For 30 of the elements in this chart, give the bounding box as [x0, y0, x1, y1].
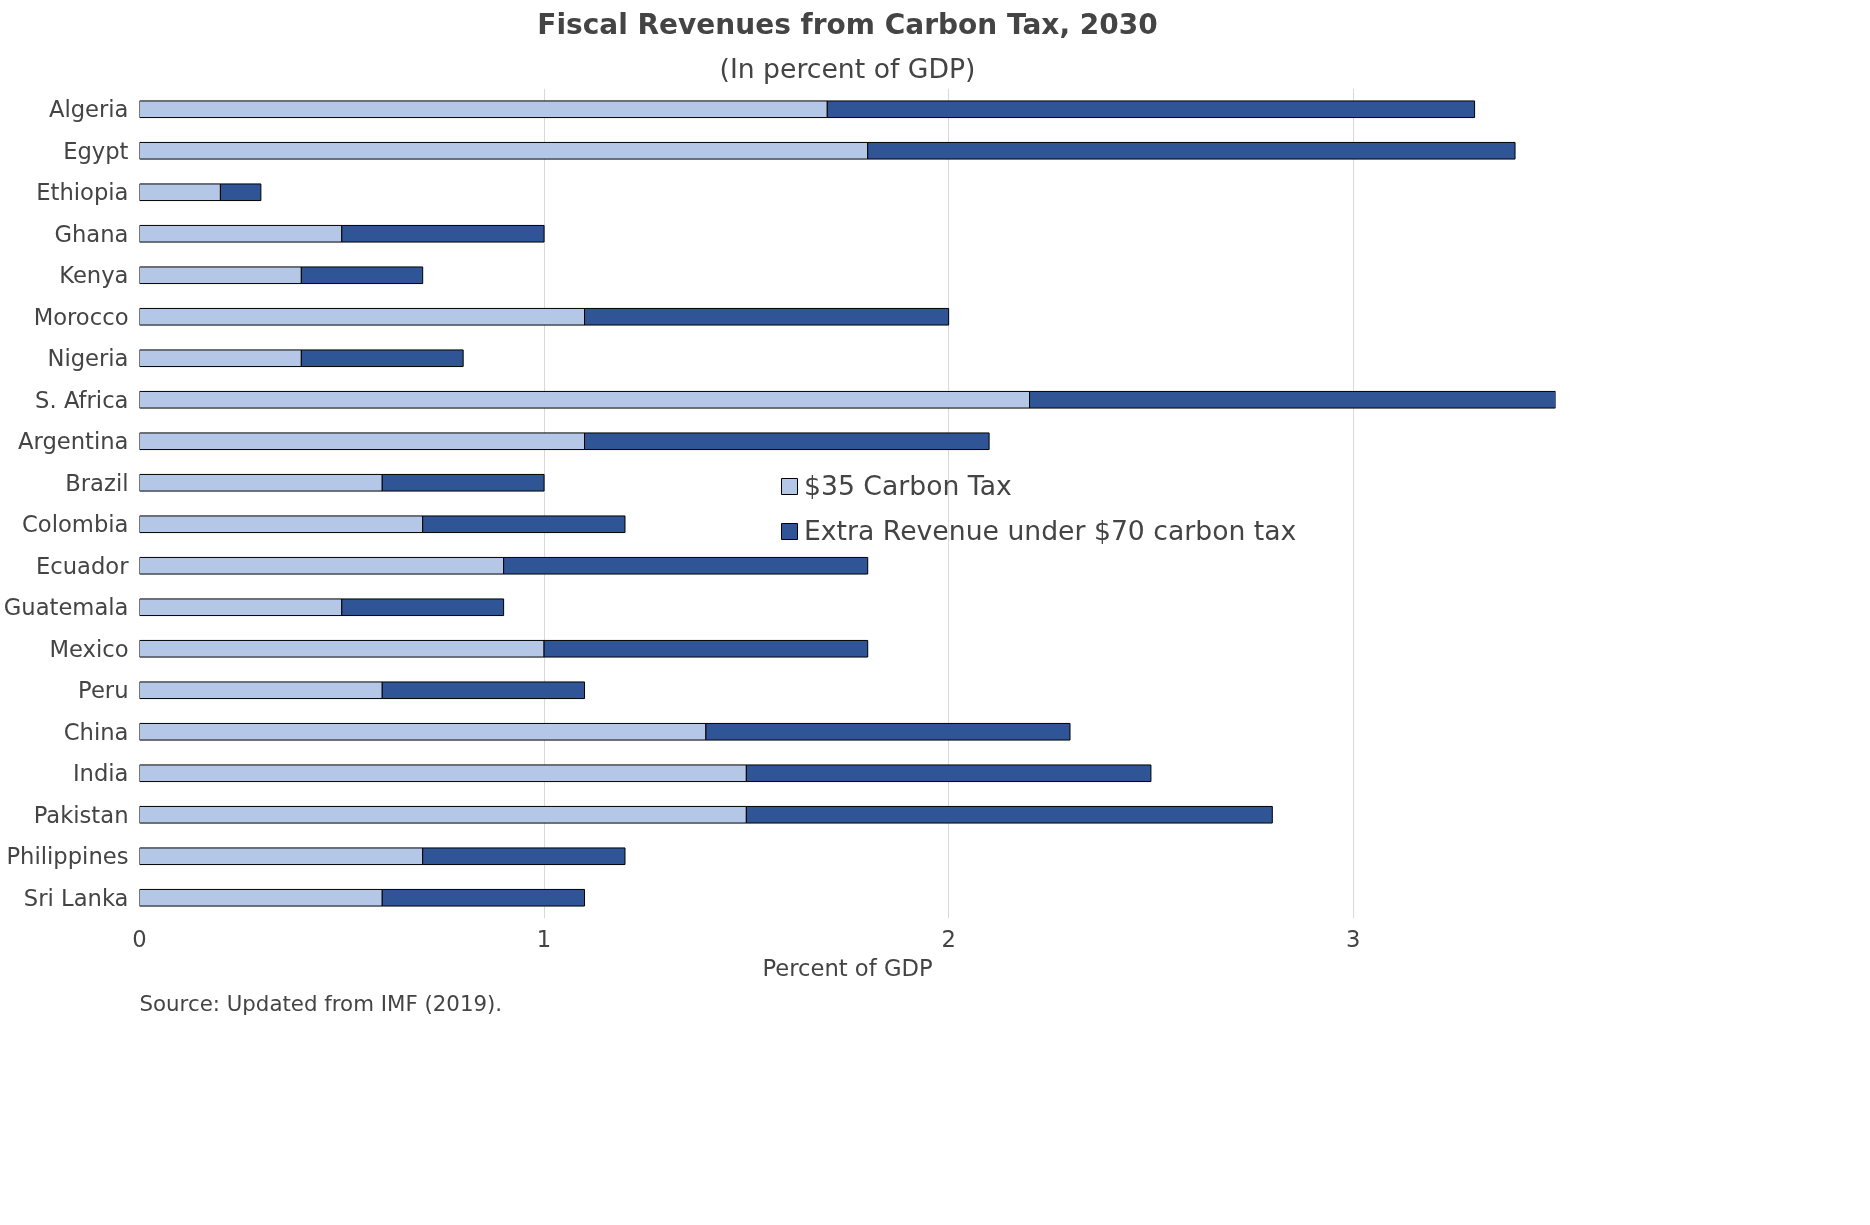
y-tick-label: S. Africa	[35, 386, 129, 413]
y-tick-label: Egypt	[63, 137, 129, 164]
x-axis-title: Percent of GDP	[762, 954, 933, 981]
y-tick-label: Argentina	[17, 428, 129, 455]
chart-subtitle: (In percent of GDP)	[719, 52, 976, 84]
y-tick-label: Peru	[78, 677, 129, 704]
y-tick-label: Nigeria	[47, 345, 129, 372]
y-tick-label: Kenya	[59, 262, 129, 289]
y-tick-label: India	[72, 760, 129, 787]
y-tick-label: Ghana	[54, 220, 129, 247]
y-tick-label: Ecuador	[35, 552, 130, 579]
y-tick-label: Philippines	[6, 843, 129, 870]
legend-label: $35 Carbon Tax	[804, 470, 1012, 501]
x-tick-label: 3	[1346, 925, 1361, 952]
y-tick-label: Mexico	[49, 635, 129, 662]
y-tick-label: Sri Lanka	[23, 884, 129, 911]
y-tick-label: Algeria	[48, 96, 129, 123]
y-tick-label: Ethiopia	[36, 179, 129, 206]
source-note: Source: Updated from IMF (2019).	[139, 990, 503, 1016]
y-tick-label: Pakistan	[33, 801, 129, 828]
y-tick-label: Brazil	[65, 469, 129, 496]
x-tick-label: 0	[132, 925, 147, 952]
x-tick-label: 2	[941, 925, 956, 952]
y-tick-label: China	[63, 718, 129, 745]
x-tick-label: 1	[536, 925, 552, 952]
y-tick-label: Morocco	[33, 303, 129, 330]
y-tick-label: Guatemala	[3, 594, 129, 621]
chart-title: Fiscal Revenues from Carbon Tax, 2030	[537, 7, 1158, 41]
legend-label: Extra Revenue under $70 carbon tax	[804, 515, 1297, 546]
y-tick-label: Colombia	[22, 511, 129, 538]
